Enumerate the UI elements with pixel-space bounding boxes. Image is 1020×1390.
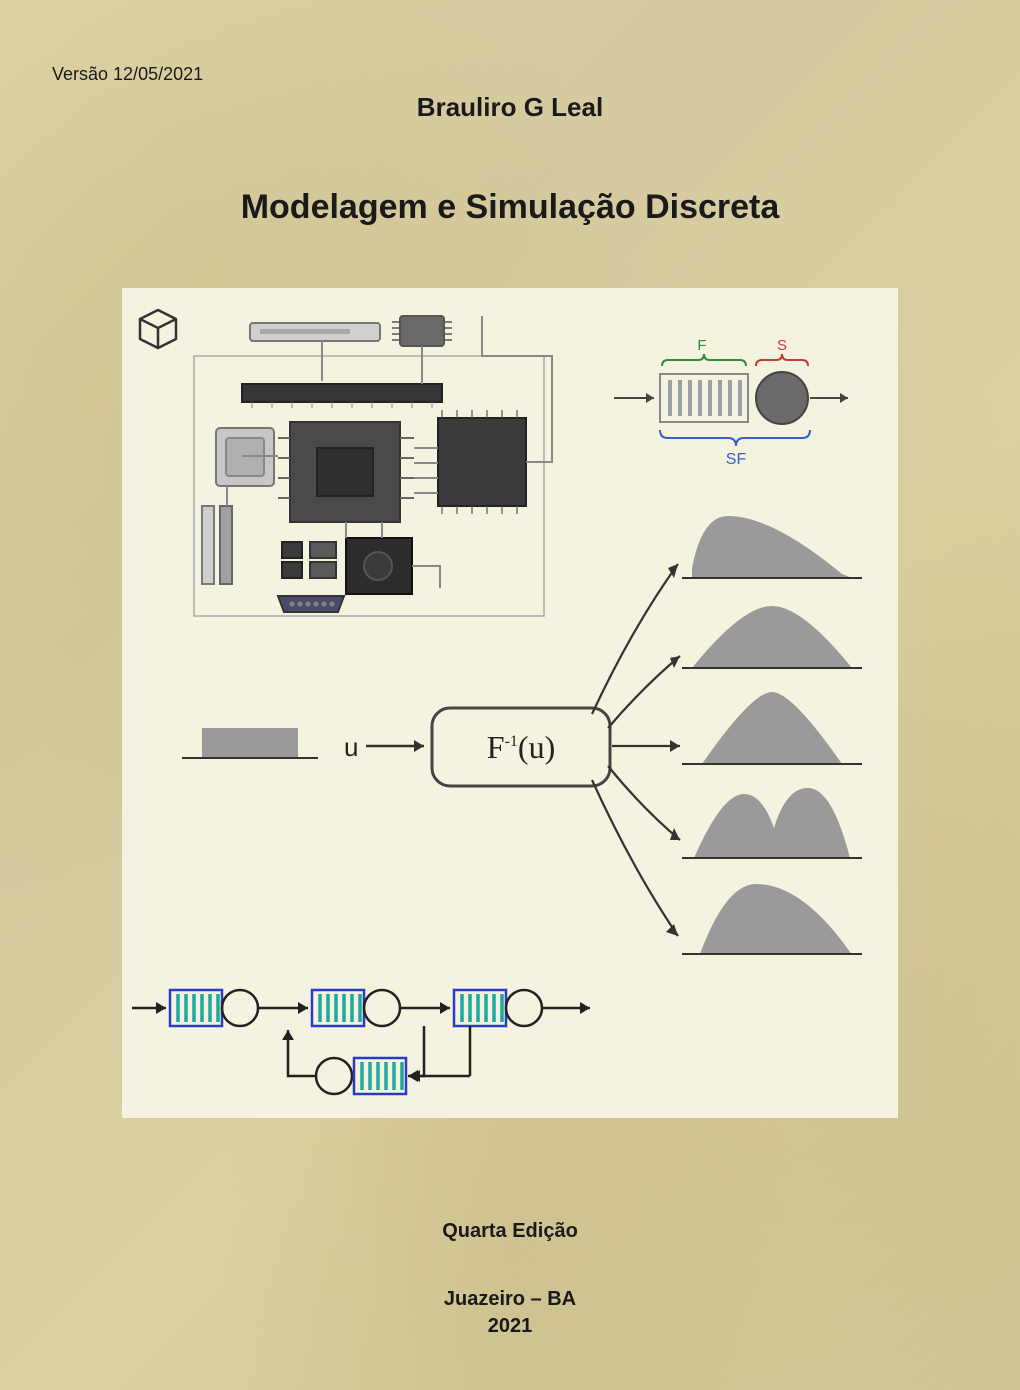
hardware-diagram [194, 316, 552, 616]
edition-label: Quarta Edição [0, 1220, 1020, 1243]
s-label: S [777, 337, 787, 354]
queue-server-diagram: F S SF [614, 337, 848, 468]
author-name: Brauliro G Leal [0, 92, 1020, 123]
transform-arrows [592, 564, 680, 936]
f-label: F [697, 337, 706, 354]
sf-label: SF [726, 451, 747, 468]
place-label: Juazeiro – BA [0, 1288, 1020, 1311]
cube-icon [140, 310, 176, 348]
uniform-input: u [182, 728, 424, 762]
distributions [682, 516, 862, 954]
version-label: Versão 12/05/2021 [52, 64, 203, 85]
book-title: Modelagem e Simulação Discreta [0, 188, 1020, 227]
year-label: 2021 [0, 1315, 1020, 1338]
finv-label: F-1(u) [487, 729, 555, 765]
u-label: u [344, 732, 358, 762]
inverse-transform-box: F-1(u) [432, 708, 610, 786]
cover-figure: F S SF u F-1(u) [122, 288, 898, 1118]
queue-network [132, 990, 590, 1094]
